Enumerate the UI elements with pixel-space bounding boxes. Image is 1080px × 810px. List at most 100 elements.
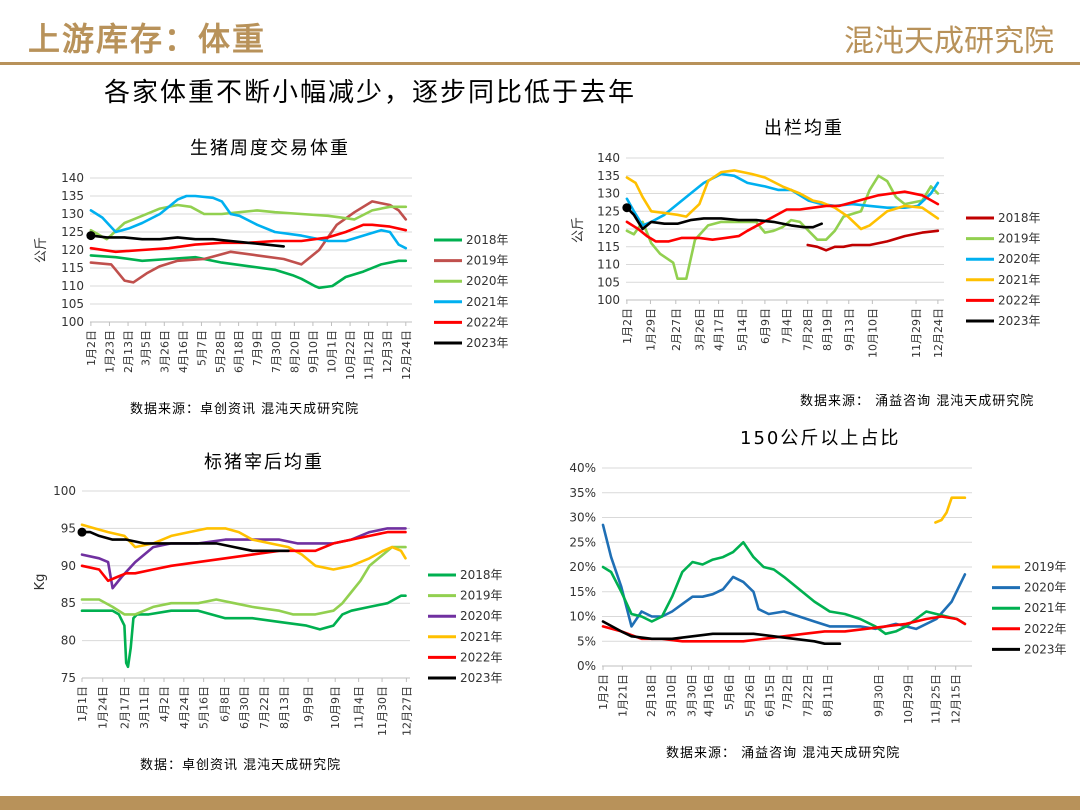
chart-title: 生猪周度交易体重 (190, 138, 350, 159)
legend-label: 2022年 (460, 650, 503, 664)
x-tick-label: 1月29日 (644, 308, 657, 351)
x-tick-label: 7月4日 (781, 308, 794, 344)
x-tick-label: 7月22日 (258, 686, 271, 729)
legend-label: 2021年 (460, 630, 503, 644)
chart-source: 数据：卓创资讯 混沌天成研究院 (140, 758, 342, 773)
y-tick-label: 15% (569, 585, 596, 599)
x-tick-label: 1月23日 (103, 330, 116, 373)
x-tick-label: 3月11日 (138, 686, 151, 729)
legend-label: 2018年 (460, 568, 503, 582)
series-marker-2023年 (622, 203, 632, 213)
x-tick-label: 12月24日 (400, 330, 413, 380)
series-line-2022年 (89, 223, 408, 254)
x-tick-label: 5月16日 (198, 686, 211, 729)
x-tick-label: 12月27日 (400, 686, 413, 736)
x-tick-label: 8月20日 (288, 330, 301, 373)
legend-label: 2021年 (466, 295, 509, 309)
x-tick-label: 8月11日 (822, 674, 835, 717)
x-tick-label: 2月18日 (645, 674, 658, 717)
y-tick-label: 35% (569, 486, 596, 500)
series-line-2020年 (89, 203, 408, 241)
legend-label: 2021年 (1024, 601, 1067, 615)
series-line-2018年 (89, 254, 408, 290)
legend-label: 2022年 (998, 293, 1041, 307)
x-tick-label: 7月30日 (270, 330, 283, 373)
series-line-2023年 (601, 620, 842, 646)
legend-label: 2021年 (998, 273, 1041, 287)
y-tick-label: 40% (569, 461, 596, 475)
x-tick-label: 10月9日 (329, 686, 342, 729)
y-tick-label: 120 (61, 243, 84, 257)
series-line-2019年 (89, 200, 408, 284)
x-tick-label: 1月2日 (85, 330, 98, 366)
y-tick-label: 25% (569, 535, 596, 549)
y-tick-label: 80 (61, 634, 76, 648)
y-tick-label: 140 (61, 171, 84, 185)
y-tick-label: 135 (61, 189, 84, 203)
legend-label: 2020年 (1024, 581, 1067, 595)
x-tick-label: 9月13日 (843, 308, 856, 351)
x-tick-label: 5月28日 (214, 330, 227, 373)
series-line-2023年 (80, 530, 290, 553)
legend-label: 2019年 (1024, 560, 1067, 574)
y-tick-label: 140 (597, 151, 620, 165)
legend-label: 2022年 (466, 315, 509, 329)
y-tick-label: 20% (569, 560, 596, 574)
series-line-2021年 (89, 194, 408, 250)
x-tick-label: 1月1日 (76, 686, 89, 722)
y-tick-label: 105 (597, 275, 620, 289)
brand-logo: 混沌天成研究院 (844, 24, 1054, 59)
y-tick-label: 100 (61, 315, 84, 329)
y-tick-label: 115 (597, 240, 620, 254)
legend-label: 2023年 (466, 336, 509, 350)
series-line-2022年 (625, 190, 940, 243)
y-tick-label: 130 (61, 207, 84, 221)
page-title: 上游库存：体重 (28, 20, 267, 58)
chart-title: 标猪宰后均重 (204, 452, 324, 473)
chart-source: 数据来源：卓创资讯 混沌天成研究院 (130, 402, 360, 417)
x-tick-label: 12月3日 (381, 330, 394, 373)
legend-label: 2020年 (998, 252, 1041, 266)
header-divider (0, 62, 1080, 65)
y-tick-label: 110 (597, 258, 620, 272)
series-line-2023年 (625, 206, 824, 231)
y-tick-label: 95 (61, 521, 76, 535)
series-line-2021年 (601, 540, 967, 636)
x-tick-label: 2月17日 (118, 686, 131, 729)
x-tick-label: 2月27日 (670, 308, 683, 351)
series-line-2021年 (80, 523, 407, 571)
y-tick-label: 105 (61, 297, 84, 311)
legend-label: 2018年 (998, 211, 1041, 225)
x-tick-label: 1月21日 (616, 674, 629, 717)
chart-source: 数据来源： 涌益咨询 混沌天成研究院 (666, 746, 901, 761)
y-tick-label: 10% (569, 610, 596, 624)
x-tick-label: 11月25日 (929, 674, 942, 724)
y-axis-label: 公斤 (571, 217, 586, 243)
y-tick-label: 75 (61, 671, 76, 685)
y-tick-label: 125 (597, 204, 620, 218)
x-tick-label: 9月30日 (872, 674, 885, 717)
x-tick-label: 5月14日 (736, 308, 749, 351)
x-tick-label: 4月24日 (178, 686, 191, 729)
series-marker-2023年 (86, 231, 96, 241)
footer-bar (0, 796, 1080, 810)
page-subtitle: 各家体重不断小幅减少，逐步同比低于去年 (104, 78, 637, 108)
x-tick-label: 5月26日 (743, 674, 756, 717)
legend-label: 2023年 (460, 671, 503, 685)
legend-label: 2018年 (466, 233, 509, 247)
series-line-2018年 (806, 229, 940, 252)
x-tick-label: 6月9日 (759, 308, 772, 344)
series-line-2018年 (80, 594, 407, 669)
legend-label: 2023年 (998, 314, 1041, 328)
x-tick-label: 1月24日 (97, 686, 110, 729)
y-axis-label: Kg (33, 574, 48, 591)
x-tick-label: 8月19日 (821, 308, 834, 351)
series-line-2022年 (80, 530, 407, 583)
series-line-2021年 (625, 169, 940, 231)
x-tick-label: 2月13日 (122, 330, 135, 373)
y-tick-label: 85 (61, 596, 76, 610)
series-line-2023年 (89, 234, 286, 248)
